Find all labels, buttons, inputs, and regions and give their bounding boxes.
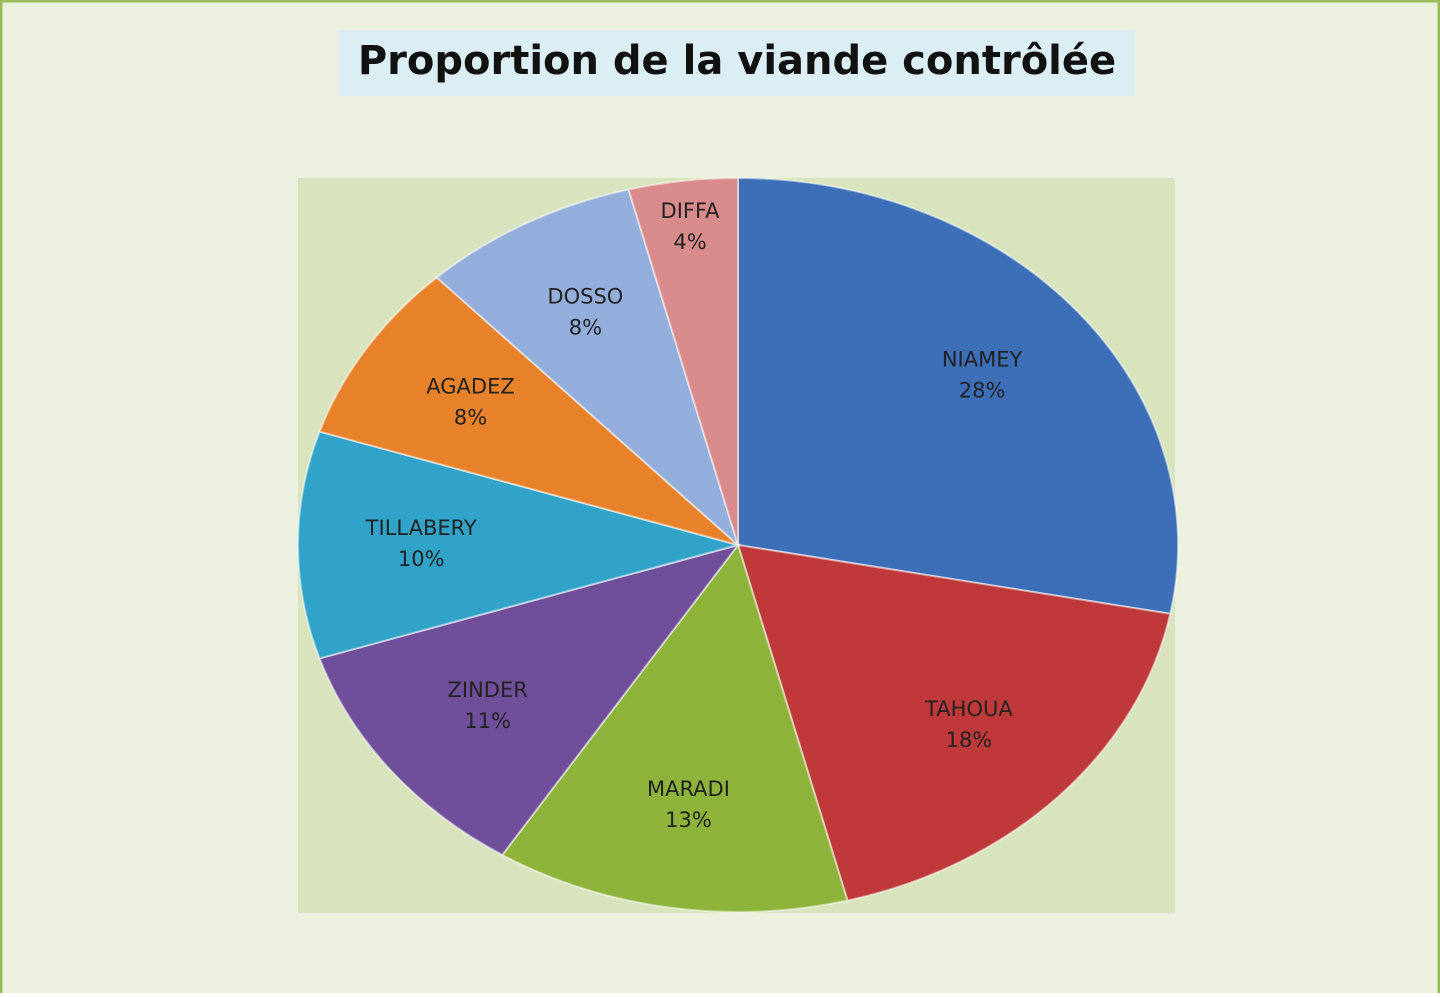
chart-title: Proportion de la viande contrôlée [358, 38, 1116, 84]
slice-category-label: TAHOUA [924, 697, 1013, 721]
pie-slice [737, 176, 1179, 615]
slice-category-label: NIAMEY [942, 348, 1023, 372]
pie-slice [297, 430, 742, 660]
pie-slice [318, 276, 739, 546]
slice-category-label: DIFFA [661, 199, 721, 223]
slice-category-label: TILLABERY [365, 516, 477, 540]
slice-value-label: 13% [665, 808, 712, 832]
pie-slice [500, 542, 849, 913]
slice-category-label: ZINDER [448, 678, 528, 702]
slice-value-label: 10% [398, 547, 445, 571]
slice-category-label: DOSSO [547, 284, 623, 308]
pie-slice [318, 543, 741, 857]
slice-value-label: 8% [454, 405, 487, 429]
slice-value-label: 4% [673, 230, 706, 254]
slice-value-label: 18% [946, 728, 993, 752]
title-box [339, 30, 1135, 96]
slice-value-label: 8% [569, 315, 602, 339]
pie-slice [736, 543, 1172, 902]
pie-slice [435, 188, 741, 549]
slice-category-label: AGADEZ [426, 374, 514, 398]
slice-category-label: MARADI [647, 777, 730, 801]
slice-value-label: 11% [464, 709, 511, 733]
slice-value-label: 28% [959, 379, 1006, 403]
pie-slice [627, 176, 739, 546]
